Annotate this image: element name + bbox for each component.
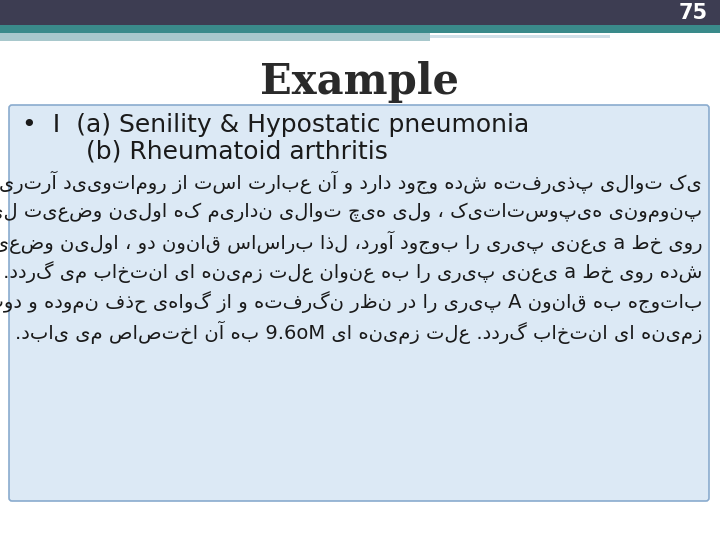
Text: .دبای یم صاصتخا نآ هب 9.6oM یا هنیمز تلع .ددرگ باختنا یا هنیمز: .دبای یم صاصتخا نآ هب 9.6oM یا هنیمز تلع… xyxy=(14,320,702,343)
Text: یلو .ددرگ یم باختنا یا هنیمز تلع ناونع هب ار یریپ ینعی a طخ یور هدش: یلو .ددرگ یم باختنا یا هنیمز تلع ناونع ه… xyxy=(0,261,702,283)
Bar xyxy=(430,35,610,38)
FancyBboxPatch shape xyxy=(9,105,709,501)
Text: هب رجنم تیرترآ دییوتامور زا تسا ترابع نآ و دراد دوجو هدش هتفریذپ یلاوت کی: هب رجنم تیرترآ دییوتامور زا تسا ترابع نآ… xyxy=(0,171,702,194)
Text: 75: 75 xyxy=(679,3,708,23)
Text: تبث تیعضو نیلوا ، ود نوناق ساسارب اذل ،دروآ دوجوب ار یریپ ینعی a طخ یور: تبث تیعضو نیلوا ، ود نوناق ساسارب اذل ،د… xyxy=(0,231,702,254)
Text: هدش تسیل تیعضو نیلوا هک میرادن یلاوت چیه یلو ، کیتاتسوپیه ینومونپ: هدش تسیل تیعضو نیلوا هک میرادن یلاوت چیه… xyxy=(0,202,702,222)
Text: (b) Rheumatoid arthritis: (b) Rheumatoid arthritis xyxy=(22,140,388,164)
Text: تلع هرابود و هدومن فذح یهاوگ زا و هتفرگن رظن رد ار یریپ A نوناق هب هجوتاب: تلع هرابود و هدومن فذح یهاوگ زا و هتفرگن… xyxy=(0,291,702,313)
Bar xyxy=(0,33,430,41)
Bar xyxy=(0,0,720,25)
Text: •  I  (a) Senility & Hypostatic pneumonia: • I (a) Senility & Hypostatic pneumonia xyxy=(22,113,529,137)
Text: Example: Example xyxy=(261,61,459,103)
Bar xyxy=(0,25,720,33)
